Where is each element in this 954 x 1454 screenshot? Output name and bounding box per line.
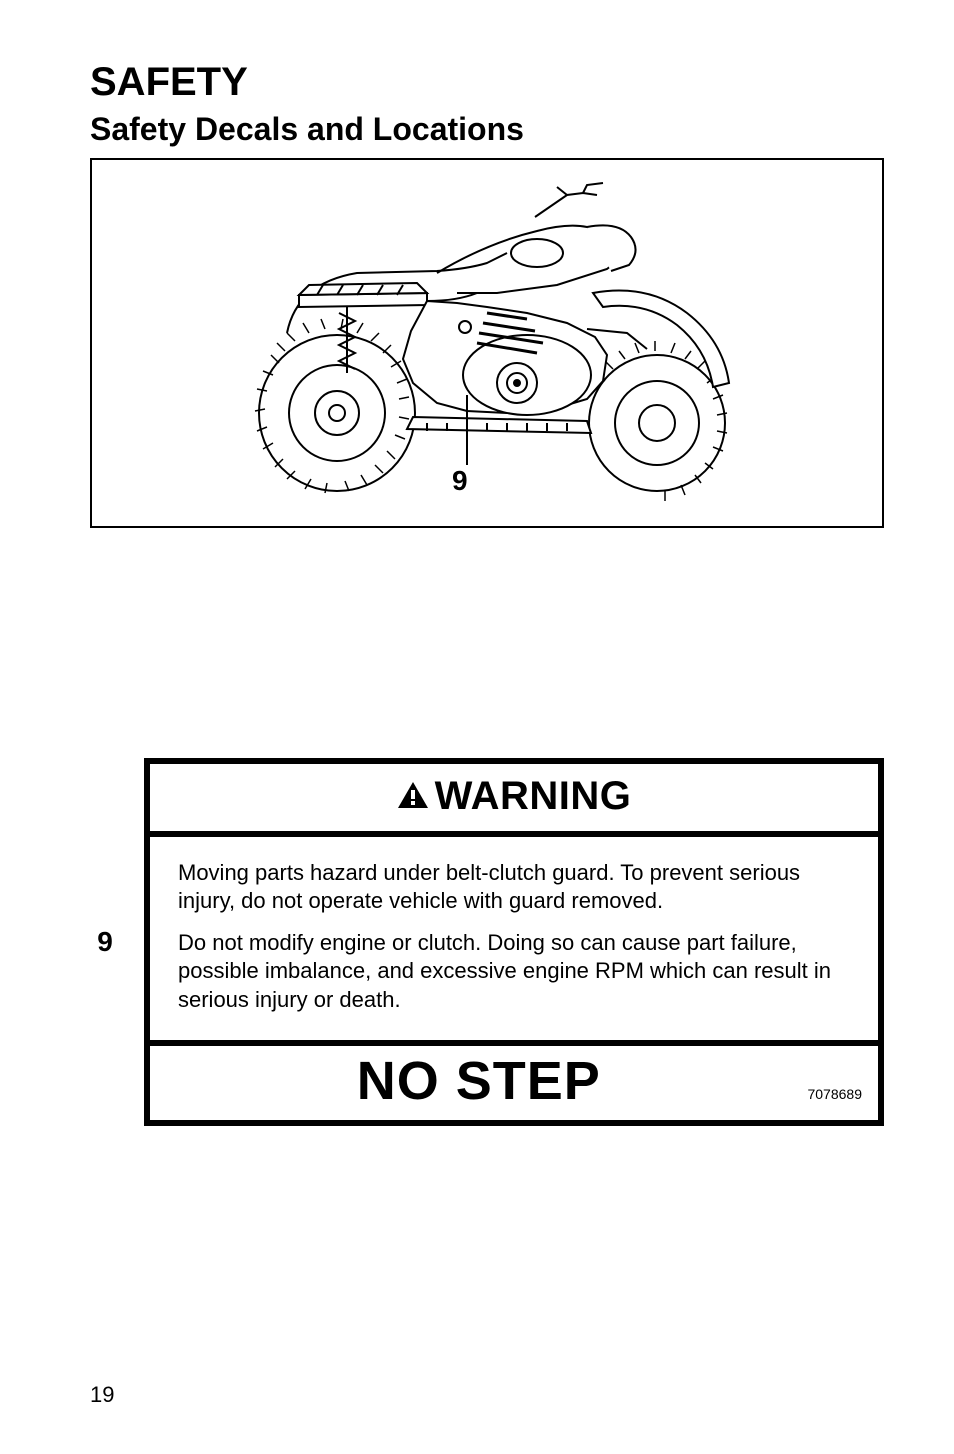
no-step-row: NO STEP 7078689 xyxy=(150,1046,878,1120)
no-step-text: NO STEP xyxy=(150,1050,807,1112)
warning-paragraph: Moving parts hazard under belt-clutch gu… xyxy=(178,859,850,915)
warning-paragraph: Do not modify engine or clutch. Doing so… xyxy=(178,929,850,1013)
warning-triangle-icon xyxy=(397,774,429,819)
warning-header: WARNING xyxy=(150,764,878,837)
diagram-callout-label: 9 xyxy=(452,465,468,497)
callout-leader-line xyxy=(466,395,468,465)
warning-body: Moving parts hazard under belt-clutch gu… xyxy=(150,837,878,1046)
warning-header-text: WARNING xyxy=(435,774,632,819)
section-title: SAFETY xyxy=(90,60,884,105)
page-number: 19 xyxy=(90,1382,114,1408)
warning-row-number: 9 xyxy=(90,926,120,958)
subsection-title: Safety Decals and Locations xyxy=(90,111,884,148)
part-number: 7078689 xyxy=(807,1086,862,1102)
atv-line-drawing xyxy=(227,173,747,513)
warning-decal-box: WARNING Moving parts hazard under belt-c… xyxy=(144,758,884,1126)
atv-diagram-frame: 9 xyxy=(90,158,884,528)
